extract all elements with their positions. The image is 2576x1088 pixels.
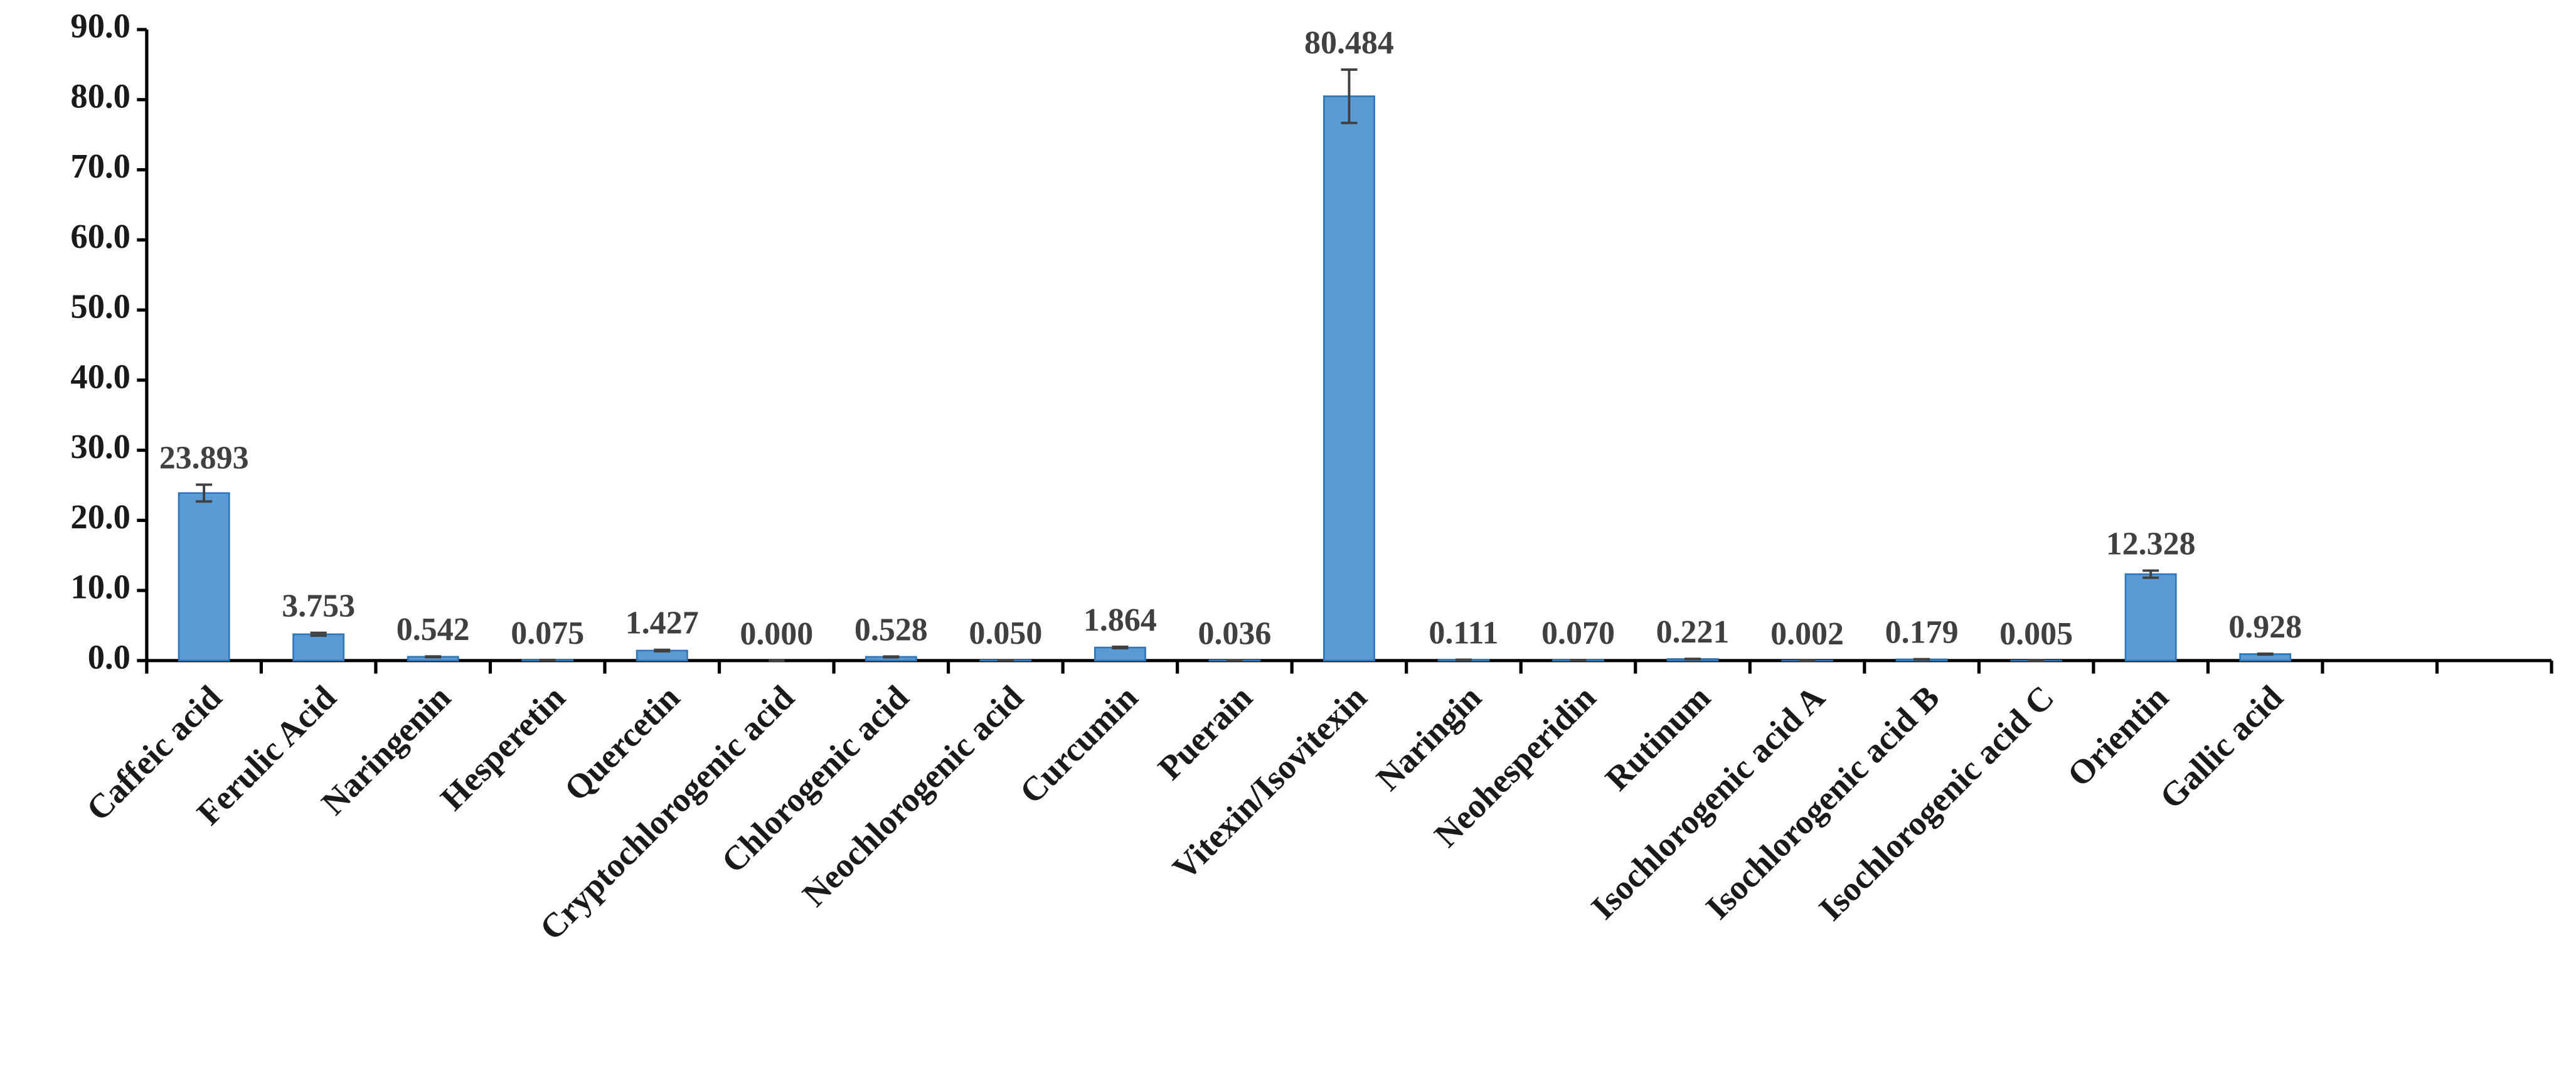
y-tick-label: 90.0 [70,7,130,45]
error-bar [310,631,327,637]
value-label: 1.864 [1083,602,1157,638]
y-tick-label: 30.0 [70,427,130,466]
y-tick-label: 60.0 [70,217,130,255]
x-tick-label: Curcumin [1012,678,1145,811]
value-label: 0.075 [511,616,584,651]
value-label: 0.000 [740,616,813,652]
value-label: 3.753 [282,589,355,624]
value-label: 1.427 [625,605,699,641]
x-tick-label: Rutinum [1598,678,1718,798]
error-bar [425,655,442,659]
x-tick-label: Neochlorogenic acid [795,678,1031,914]
y-tick-label: 50.0 [70,287,130,326]
y-tick-label: 80.0 [70,77,130,115]
value-label: 0.036 [1198,616,1271,651]
value-label: 12.328 [2106,526,2196,562]
error-bar [654,648,671,653]
error-bar [1341,68,1358,124]
x-tick-label: Gallic acid [2152,678,2290,816]
value-label: 0.002 [1770,616,1844,652]
x-tick-label: Hesperetin [433,678,572,818]
value-label: 0.179 [1885,615,1959,651]
y-tick-label: 20.0 [70,498,130,536]
y-tick-label: 70.0 [70,147,130,185]
y-tick-label: 10.0 [70,568,130,606]
bar [178,492,230,662]
bar [2124,573,2177,662]
bar [292,633,345,662]
value-label: 0.050 [969,616,1042,651]
x-tick-label: Naringin [1369,678,1489,798]
x-tick-label: Vitexin/Isovitexin [1165,678,1374,887]
y-tick-label: 0.0 [88,637,130,676]
value-label: 0.221 [1656,614,1730,650]
value-label: 0.005 [1999,616,2073,652]
value-label: 23.893 [159,440,249,476]
value-label: 0.111 [1429,615,1498,651]
bar [1323,95,1375,662]
x-tick-label: Orientin [2060,678,2176,794]
value-label: 0.528 [854,612,928,648]
error-bar [196,483,213,503]
error-bar [1112,645,1129,650]
value-label: 0.542 [397,612,470,648]
y-tick-label: 40.0 [70,357,130,395]
value-label: 0.070 [1541,616,1615,651]
x-tick-label: Puerain [1151,678,1260,787]
value-label: 80.484 [1304,25,1394,61]
bar [1094,646,1146,662]
error-bar [883,655,900,659]
value-label: 0.928 [2228,609,2302,645]
error-bar [2142,569,2159,579]
